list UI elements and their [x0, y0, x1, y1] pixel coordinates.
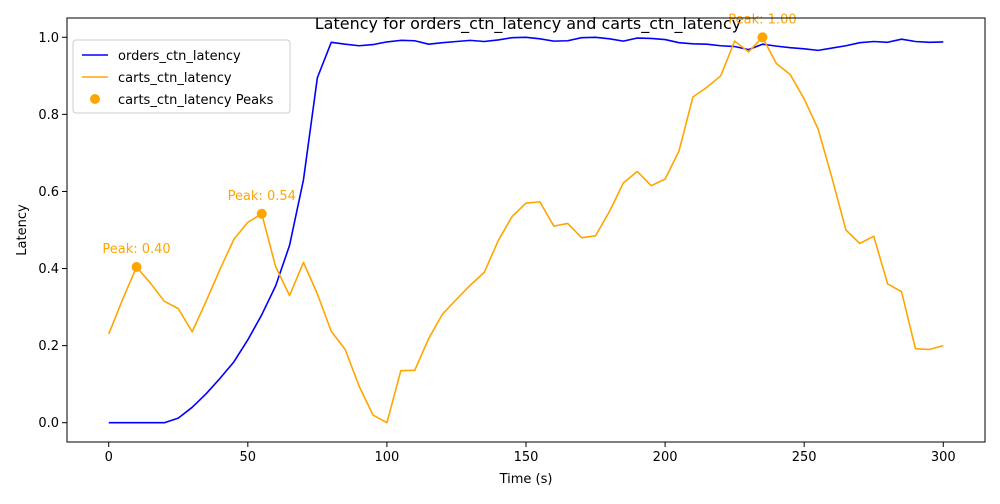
- y-tick-label: 0.0: [38, 416, 59, 431]
- legend-swatch-peaks: [90, 94, 100, 104]
- x-tick-label: 100: [374, 450, 399, 465]
- peak-annotation-2: Peak: 1.00: [728, 12, 796, 27]
- peak-point-2: [757, 32, 768, 43]
- y-tick-label: 0.6: [38, 185, 59, 200]
- y-tick-label: 1.0: [38, 31, 59, 46]
- x-axis: 0 50 100 150 200 250 300: [105, 442, 956, 465]
- chart-title: Latency for orders_ctn_latency and carts…: [315, 14, 741, 34]
- series-line-carts_ctn_latency: [107, 36, 944, 424]
- peak-point-1: [256, 208, 267, 219]
- legend-label-orders: orders_ctn_latency: [118, 49, 241, 64]
- legend-box: [72, 39, 291, 114]
- legend: orders_ctn_latency carts_ctn_latency car…: [72, 39, 291, 114]
- plot-area: Peak: 0.40 Peak: 0.54 Peak: 1.00: [102, 12, 944, 424]
- x-tick-label: 150: [514, 450, 539, 465]
- x-axis-label: Time (s): [499, 472, 553, 487]
- y-tick-label: 0.8: [38, 108, 59, 123]
- series-line-orders_ctn_latency: [108, 36, 944, 424]
- legend-label-carts: carts_ctn_latency: [118, 71, 232, 86]
- peak-point-0: [131, 262, 142, 273]
- x-tick-label: 300: [931, 450, 956, 465]
- x-tick-label: 50: [240, 450, 257, 465]
- peak-annotation-1: Peak: 0.54: [228, 189, 296, 204]
- peak-annotation-0: Peak: 0.40: [102, 242, 170, 257]
- y-axis: 0.0 0.2 0.4 0.6 0.8 1.0: [38, 31, 67, 431]
- y-tick-label: 0.4: [38, 262, 59, 277]
- x-tick-label: 200: [653, 450, 678, 465]
- x-tick-label: 0: [105, 450, 113, 465]
- x-tick-label: 250: [792, 450, 817, 465]
- legend-label-peaks: carts_ctn_latency Peaks: [118, 93, 274, 108]
- y-axis-label: Latency: [15, 204, 30, 256]
- y-tick-label: 0.2: [38, 339, 59, 354]
